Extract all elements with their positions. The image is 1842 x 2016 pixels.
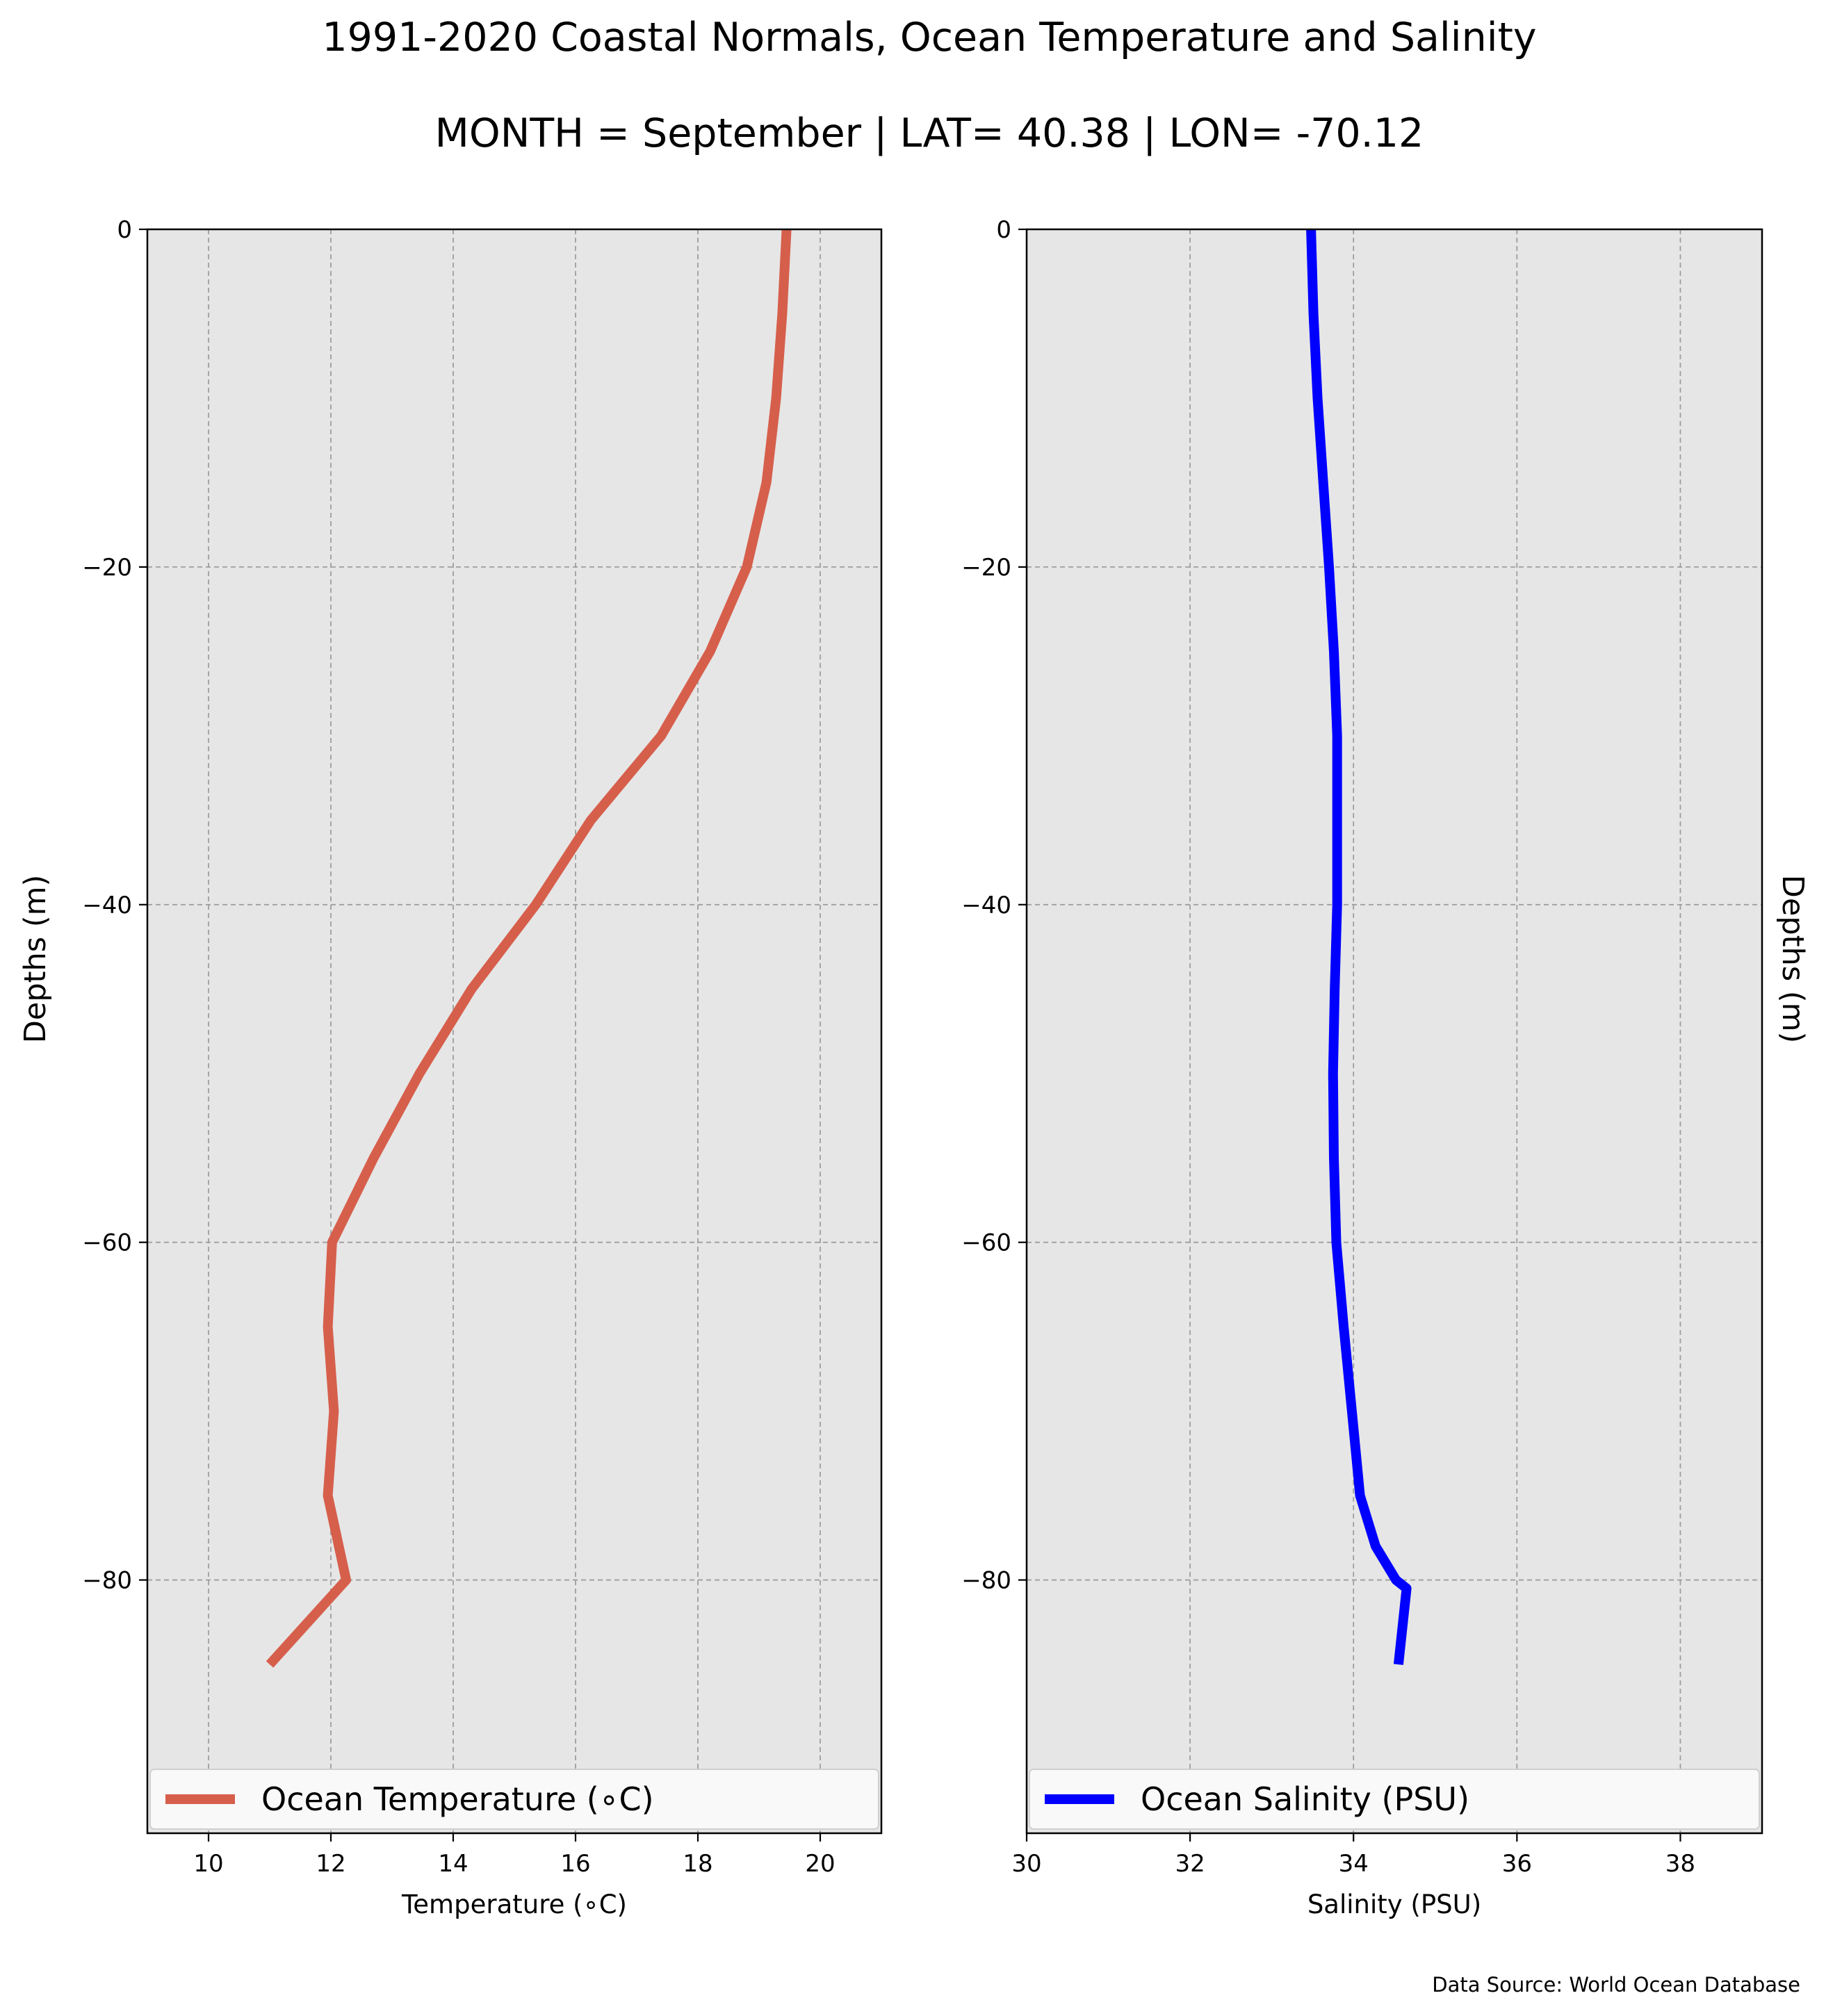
- temperature-panel: 10 12 14 16 18 20 0 −20 −40 −60 −80 Temperature (∘C…: [82, 216, 883, 1919]
- axes-frame: [146, 228, 883, 1835]
- legend: Ocean Salinity (PSU): [1029, 1769, 1760, 1830]
- x-tick-label: 10: [193, 1850, 223, 1878]
- data-point: [660, 735, 662, 737]
- chart-subtitle: MONTH = September | LAT= 40.38 | LON= -7…: [435, 110, 1424, 156]
- y-tick-label: 0: [117, 216, 132, 244]
- y-tick-label: −60: [961, 1229, 1011, 1257]
- data-point: [1406, 1588, 1408, 1589]
- x-axis-label: Temperature (∘C): [401, 1890, 627, 1919]
- series-line: [1306, 229, 1412, 1665]
- y-tick-label: 0: [996, 216, 1011, 244]
- y-tick-label: −60: [82, 1229, 132, 1257]
- x-tick-label: 18: [683, 1850, 712, 1878]
- data-point: [766, 482, 767, 483]
- data-point: [419, 1073, 421, 1074]
- legend-label: Ocean Salinity (PSU): [1141, 1780, 1469, 1818]
- chart-title: 1991-2020 Coastal Normals, Ocean Tempera…: [322, 15, 1536, 60]
- data-point: [1336, 1242, 1337, 1243]
- x-tick-label: 36: [1502, 1850, 1532, 1878]
- data-point: [1333, 650, 1335, 652]
- x-tick-label: 16: [560, 1850, 590, 1878]
- series-line: [266, 229, 792, 1668]
- y-tick-label: −80: [961, 1567, 1011, 1595]
- x-tick-label: 12: [316, 1850, 345, 1878]
- y-tick-label: −80: [82, 1567, 132, 1595]
- data-point: [1332, 1073, 1334, 1074]
- axes-frame: [1025, 228, 1763, 1835]
- data-point: [781, 313, 783, 314]
- x-tick-label: 38: [1665, 1850, 1695, 1878]
- x-tick-label: 30: [1011, 1850, 1041, 1878]
- x-tick-label: 20: [805, 1850, 835, 1878]
- y-axis-label-right: Depths (m): [1775, 875, 1810, 1043]
- x-tick-label: 34: [1339, 1850, 1369, 1878]
- salinity-panel: 30 32 34 36 38 0 −20 −40 −60 −80 Salinity (PSU) Oce…: [961, 216, 1763, 1919]
- plot-area: [1027, 229, 1762, 1833]
- data-point: [1313, 313, 1314, 314]
- legend-box: [149, 1769, 879, 1830]
- y-tick-label: −40: [82, 892, 132, 919]
- legend: Ocean Temperature (∘C): [149, 1769, 879, 1830]
- data-point: [1328, 566, 1330, 568]
- y-axis-label-left: Depths (m): [18, 875, 53, 1043]
- y-tick-label: −40: [961, 892, 1011, 919]
- data-point: [535, 904, 537, 905]
- legend-label: Ocean Temperature (∘C): [261, 1780, 654, 1818]
- data-point: [1398, 1664, 1399, 1665]
- x-tick-label: 32: [1175, 1850, 1205, 1878]
- y-tick-label: −20: [961, 554, 1011, 582]
- x-axis-label: Salinity (PSU): [1307, 1890, 1481, 1919]
- data-point: [327, 1495, 329, 1496]
- x-tick-label: 14: [438, 1850, 468, 1878]
- y-tick-label: −20: [82, 554, 132, 582]
- legend-box: [1029, 1769, 1760, 1830]
- data-point: [471, 988, 472, 990]
- data-source-note: Data Source: World Ocean Database: [1432, 1973, 1800, 1997]
- data-point: [590, 819, 592, 821]
